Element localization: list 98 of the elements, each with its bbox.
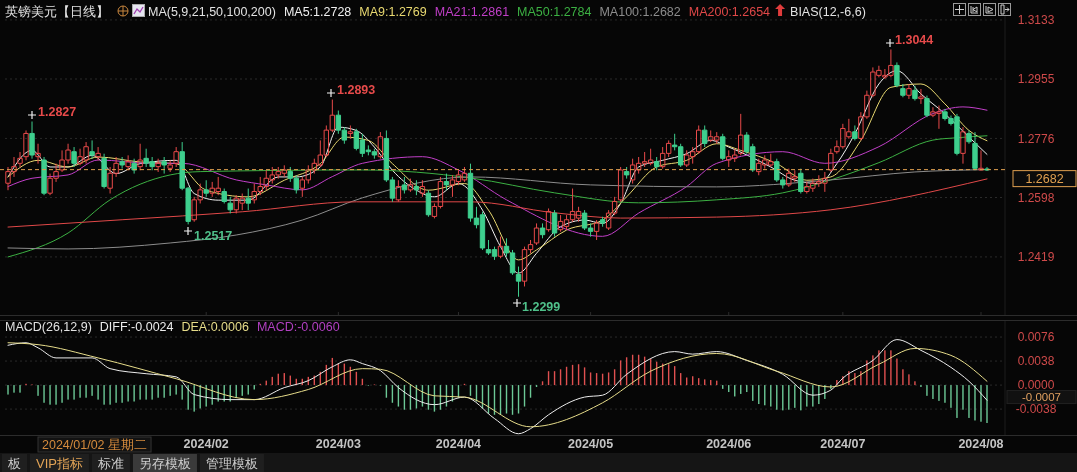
text: 标准 [96, 455, 124, 471]
annotation: 1.2517 [194, 229, 233, 243]
candlestick [131, 158, 137, 175]
candlestick [918, 88, 924, 105]
text: MA21:1.2861 [434, 5, 510, 19]
candlestick [617, 166, 624, 203]
candlestick [653, 156, 660, 171]
candlestick [533, 222, 540, 246]
y-tick-label: 1.2598 [1017, 190, 1055, 205]
legend-label: MA200:1.2654 [688, 5, 771, 19]
x-tick-label: 2024/04 [435, 437, 482, 451]
annotation: BIAS(12,-6,6) [790, 5, 866, 19]
x-tick-label: 2024/07 [820, 437, 866, 451]
y-tick-label: 0.0000 [1017, 378, 1055, 393]
candlestick [89, 139, 95, 160]
candlestick [960, 126, 966, 165]
x-tick-label: 2024/06 [706, 437, 752, 451]
x-tick-label: 2024/08 [958, 437, 1004, 451]
y-tick-label: 1.3133 [1017, 13, 1055, 28]
candlestick [828, 148, 834, 173]
candlestick [95, 146, 101, 161]
text: 管理模板 [205, 455, 258, 471]
text: VIP指标 [36, 455, 83, 471]
text: MA50:1.2784 [517, 5, 592, 19]
candlestick [912, 85, 918, 102]
candlestick [71, 146, 77, 168]
candlestick [407, 178, 414, 193]
candlestick [23, 129, 29, 161]
x-tick-label: 2024/05 [568, 437, 614, 451]
candlestick [900, 83, 906, 98]
candlestick [41, 156, 47, 196]
candlestick [401, 176, 408, 195]
text: MA100:1.2682 [599, 5, 681, 19]
candlestick [593, 219, 600, 241]
y-tick-label: -0.0038 [1015, 402, 1057, 417]
series-label: MACD:-0.0060 [256, 320, 340, 334]
line-series [7, 178, 988, 228]
y-tick-label: 0.0038 [1017, 354, 1055, 369]
text: 板 [7, 455, 21, 471]
candlestick [125, 154, 131, 171]
x-tick-label: 2024/03 [315, 437, 361, 451]
candlestick [894, 61, 900, 88]
candlestick [720, 133, 726, 161]
candlestick [377, 131, 384, 160]
text: 2024/01/02 星期二 [42, 438, 148, 452]
candlestick [599, 216, 606, 228]
y-tick-label: 1.2955 [1017, 72, 1055, 87]
y-tick-label: 1.2419 [1017, 250, 1055, 265]
candlestick [29, 121, 35, 160]
candlestick [419, 179, 426, 198]
candlestick [924, 95, 930, 118]
y-tick-label: 1.2776 [1017, 131, 1055, 146]
candlestick [425, 189, 432, 218]
candlestick [347, 124, 354, 140]
text: DIFF:-0.0024 [99, 320, 174, 334]
candlestick [413, 179, 420, 196]
chart-title: 英镑美元【日线】 [5, 4, 109, 19]
candlestick [17, 151, 23, 168]
text: DEA:0.0006 [181, 320, 249, 334]
candlestick [906, 83, 912, 100]
candlestick [966, 129, 972, 145]
ref-line-label: 1.2682 [1025, 172, 1064, 187]
candlestick [35, 143, 41, 165]
candlestick [203, 179, 209, 198]
candlestick [972, 131, 978, 171]
annotation: 1.3044 [895, 33, 934, 47]
candlestick [497, 236, 504, 259]
chart-title: MACD(26,12,9) [5, 320, 92, 334]
annotation: 1.2827 [38, 105, 77, 119]
text: -0.0007 [1021, 391, 1062, 404]
candlestick [119, 156, 125, 170]
candlestick [623, 166, 630, 180]
candlestick [443, 173, 450, 191]
chart-subtitle: MA(5,9,21,50,100,200) [148, 5, 276, 19]
candlestick [227, 196, 233, 214]
annotation: 1.2893 [337, 83, 376, 97]
annotation: 1.2299 [522, 300, 561, 314]
candlestick [167, 159, 173, 173]
x-tick-label: 2024/02 [183, 437, 229, 451]
candlestick [245, 188, 251, 211]
candlestick [137, 143, 143, 171]
candlestick [155, 158, 161, 173]
candlestick [551, 209, 558, 238]
candlestick [738, 113, 744, 156]
candlestick [798, 168, 804, 195]
candlestick [221, 188, 227, 204]
y-tick-label: 0.0076 [1017, 330, 1055, 345]
candlestick [101, 153, 107, 190]
line-series [7, 135, 988, 258]
text: MA9:1.2769 [359, 5, 427, 19]
candlestick [852, 124, 858, 141]
candlestick [515, 266, 522, 298]
text: MA5:1.2728 [283, 5, 352, 19]
candlestick [702, 124, 708, 148]
text: 另存模板 [138, 455, 191, 471]
candlestick [173, 146, 179, 168]
candlestick [539, 222, 546, 239]
candlestick [161, 156, 167, 175]
